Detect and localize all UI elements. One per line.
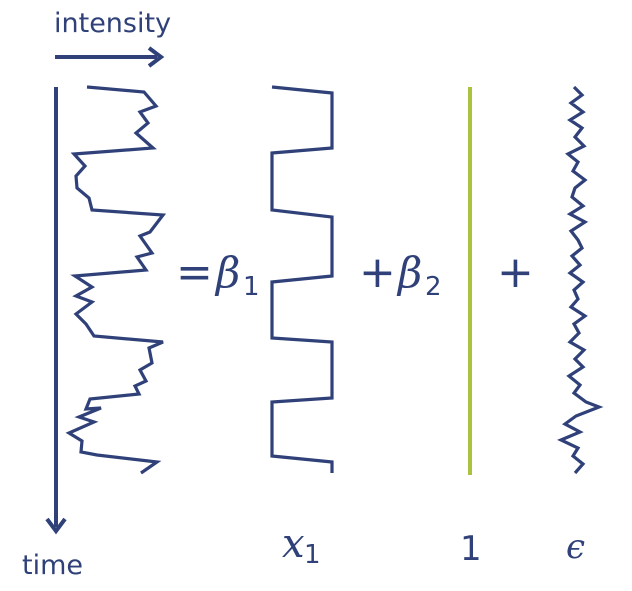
beta2-subscript: 2 bbox=[425, 272, 442, 302]
time-arrow-head bbox=[45, 517, 67, 535]
intensity-axis: intensity bbox=[54, 8, 171, 68]
epsilon-label: ϵ bbox=[566, 527, 585, 567]
time-label: time bbox=[22, 550, 83, 581]
regressor-labels: x 1 1 ϵ bbox=[282, 521, 585, 570]
beta1-symbol: β bbox=[214, 248, 240, 297]
plus-sign-2: + bbox=[497, 247, 534, 298]
beta2-symbol: β bbox=[396, 248, 422, 297]
regressor-x1-trace bbox=[270, 85, 334, 473]
beta2-term: + β 2 bbox=[359, 247, 442, 302]
intensity-arrow-head bbox=[147, 46, 165, 68]
measured-signal-trace bbox=[65, 85, 167, 475]
beta1-term: = β 1 bbox=[176, 247, 260, 302]
constant-label: 1 bbox=[460, 529, 482, 569]
x1-subscript: 1 bbox=[304, 540, 321, 570]
beta1-subscript: 1 bbox=[243, 272, 260, 302]
x1-symbol: x bbox=[282, 521, 305, 567]
error-term-trace bbox=[557, 85, 604, 475]
plus-sign-1: + bbox=[359, 247, 396, 298]
equals-sign: = bbox=[176, 247, 213, 298]
intensity-label: intensity bbox=[54, 8, 171, 39]
time-axis: time bbox=[22, 87, 83, 581]
